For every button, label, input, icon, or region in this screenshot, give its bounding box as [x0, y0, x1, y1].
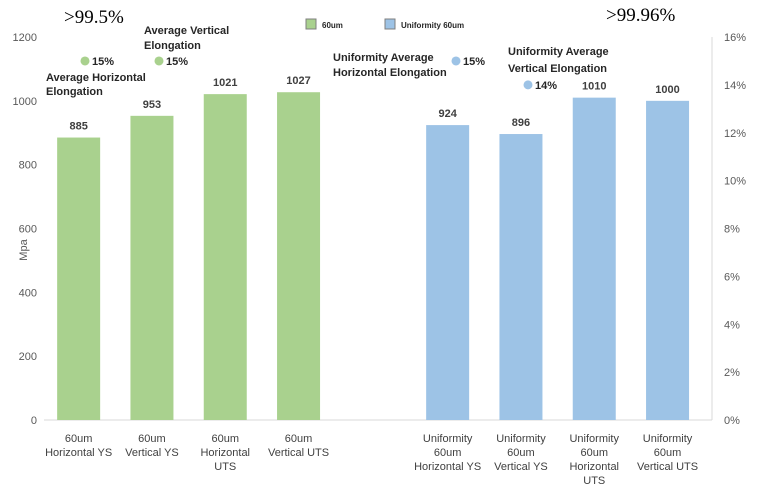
bar-value-label: 1000: [655, 84, 679, 96]
category-label: Vertical YS: [125, 447, 179, 459]
annotations: 15% Average Horizontal Elongation 15% Averag…: [46, 5, 675, 98]
y2-tick-label: 8%: [724, 224, 740, 236]
bar-value-label: 1027: [286, 75, 310, 87]
bar: [646, 100, 690, 420]
elongation-marker: [451, 56, 461, 66]
elongation-value-label: 15%: [166, 56, 188, 68]
elongation-caption: Elongation: [46, 86, 103, 98]
legend: 60um Uniformity 60um: [305, 18, 464, 30]
elongation-value-label: 15%: [463, 56, 485, 68]
elongation-marker: [80, 56, 90, 66]
y-tick-label: 1000: [13, 96, 37, 108]
category-label: Horizontal YS: [45, 447, 112, 459]
category-label: 60um: [285, 433, 313, 445]
category-label: 60um: [65, 433, 93, 445]
bar: [203, 94, 247, 421]
category-label: Horizontal YS: [414, 461, 481, 473]
elongation-caption: Elongation: [144, 40, 201, 52]
elongation-caption: Vertical Elongation: [508, 63, 607, 75]
legend-swatch: [384, 18, 396, 30]
elongation-caption: Uniformity Average: [508, 46, 609, 58]
bar: [130, 115, 174, 420]
category-label: Uniformity: [569, 433, 619, 445]
elongation-marker: [154, 56, 164, 66]
bar: [426, 125, 470, 420]
y-tick-label: 400: [19, 287, 37, 299]
category-label: 60um: [211, 433, 239, 445]
y2-tick-label: 6%: [724, 271, 740, 283]
category-label: 60um: [434, 447, 462, 459]
category-label: 60um: [138, 433, 166, 445]
density-label-60um: >99.5%: [64, 7, 124, 28]
density-label-uniformity: >99.96%: [606, 5, 675, 26]
category-label: UTS: [583, 475, 605, 487]
y-tick-label: 800: [19, 160, 37, 172]
category-label: Vertical UTS: [637, 461, 698, 473]
y2-tick-label: 4%: [724, 319, 740, 331]
elongation-caption: Average Vertical: [144, 25, 229, 37]
y2-tick-label: 14%: [724, 80, 746, 92]
bar: [572, 97, 616, 421]
category-label: Vertical YS: [494, 461, 548, 473]
y2-tick-label: 0%: [724, 415, 740, 427]
bars: [57, 92, 690, 421]
category-label: 60um: [580, 447, 608, 459]
bar-value-label: 924: [438, 108, 457, 120]
category-label: 60um: [654, 447, 682, 459]
category-label: 60um: [507, 447, 535, 459]
bar: [499, 134, 543, 420]
labels: 885 60um Horizontal YS 953 60um Vertical YS 10…: [45, 75, 698, 487]
category-label: Uniformity: [643, 433, 693, 445]
y-tick-label: 0: [31, 415, 37, 427]
bar: [57, 137, 101, 420]
bar-value-label: 1010: [582, 81, 606, 93]
category-label: Horizontal: [200, 447, 250, 459]
y2-tick-label: 10%: [724, 176, 746, 188]
category-label: UTS: [214, 461, 236, 473]
bar-value-label: 885: [69, 121, 87, 133]
elongation-marker: [523, 80, 533, 90]
y-axis-label: Mpa: [18, 238, 30, 260]
legend-swatch: [305, 18, 317, 30]
y2-tick-label: 12%: [724, 128, 746, 140]
category-label: Horizontal: [569, 461, 619, 473]
category-label: Uniformity: [423, 433, 473, 445]
y-tick-label: 1200: [13, 32, 37, 44]
elongation-caption: Average Horizontal: [46, 72, 146, 84]
category-label: Vertical UTS: [268, 447, 329, 459]
bar: [277, 92, 321, 421]
bar-value-label: 953: [143, 99, 161, 111]
axes: 0 200 400 600 800 1000 1200 0% 2% 4% 6% 8% 10% 12% 14%…: [13, 32, 747, 427]
elongation-value-label: 14%: [535, 80, 557, 92]
bar-value-label: 896: [512, 117, 530, 129]
category-label: Uniformity: [496, 433, 546, 445]
elongation-caption: Uniformity Average: [333, 52, 434, 64]
y2-tick-label: 16%: [724, 32, 746, 44]
y-tick-label: 600: [19, 224, 37, 236]
elongation-value-label: 15%: [92, 56, 114, 68]
y2-tick-label: 2%: [724, 367, 740, 379]
bar-value-label: 1021: [213, 77, 237, 89]
elongation-caption: Horizontal Elongation: [333, 67, 447, 79]
legend-label: Uniformity 60um: [401, 21, 464, 30]
y-tick-label: 200: [19, 351, 37, 363]
legend-label: 60um: [322, 21, 343, 30]
